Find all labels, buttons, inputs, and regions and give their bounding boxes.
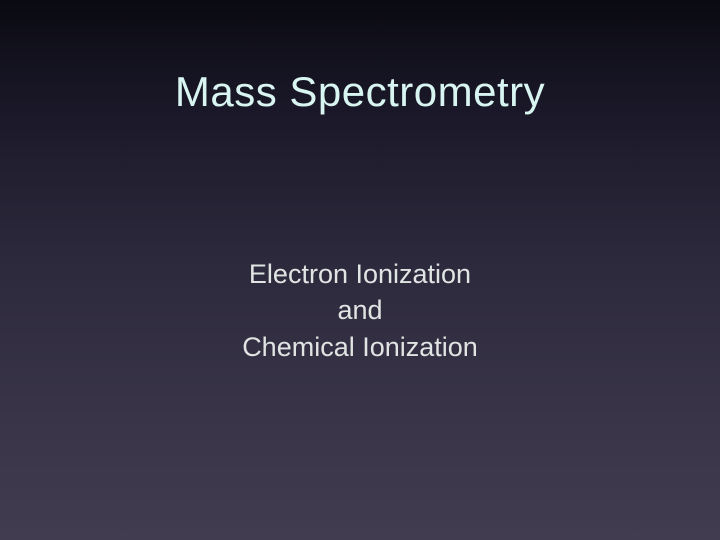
presentation-slide: Mass Spectrometry Electron Ionization an… <box>0 0 720 540</box>
slide-title: Mass Spectrometry <box>175 68 545 116</box>
subtitle-line-1: Electron Ionization <box>242 256 478 292</box>
slide-subtitle: Electron Ionization and Chemical Ionizat… <box>242 256 478 365</box>
subtitle-line-2: and <box>242 292 478 328</box>
subtitle-line-3: Chemical Ionization <box>242 329 478 365</box>
